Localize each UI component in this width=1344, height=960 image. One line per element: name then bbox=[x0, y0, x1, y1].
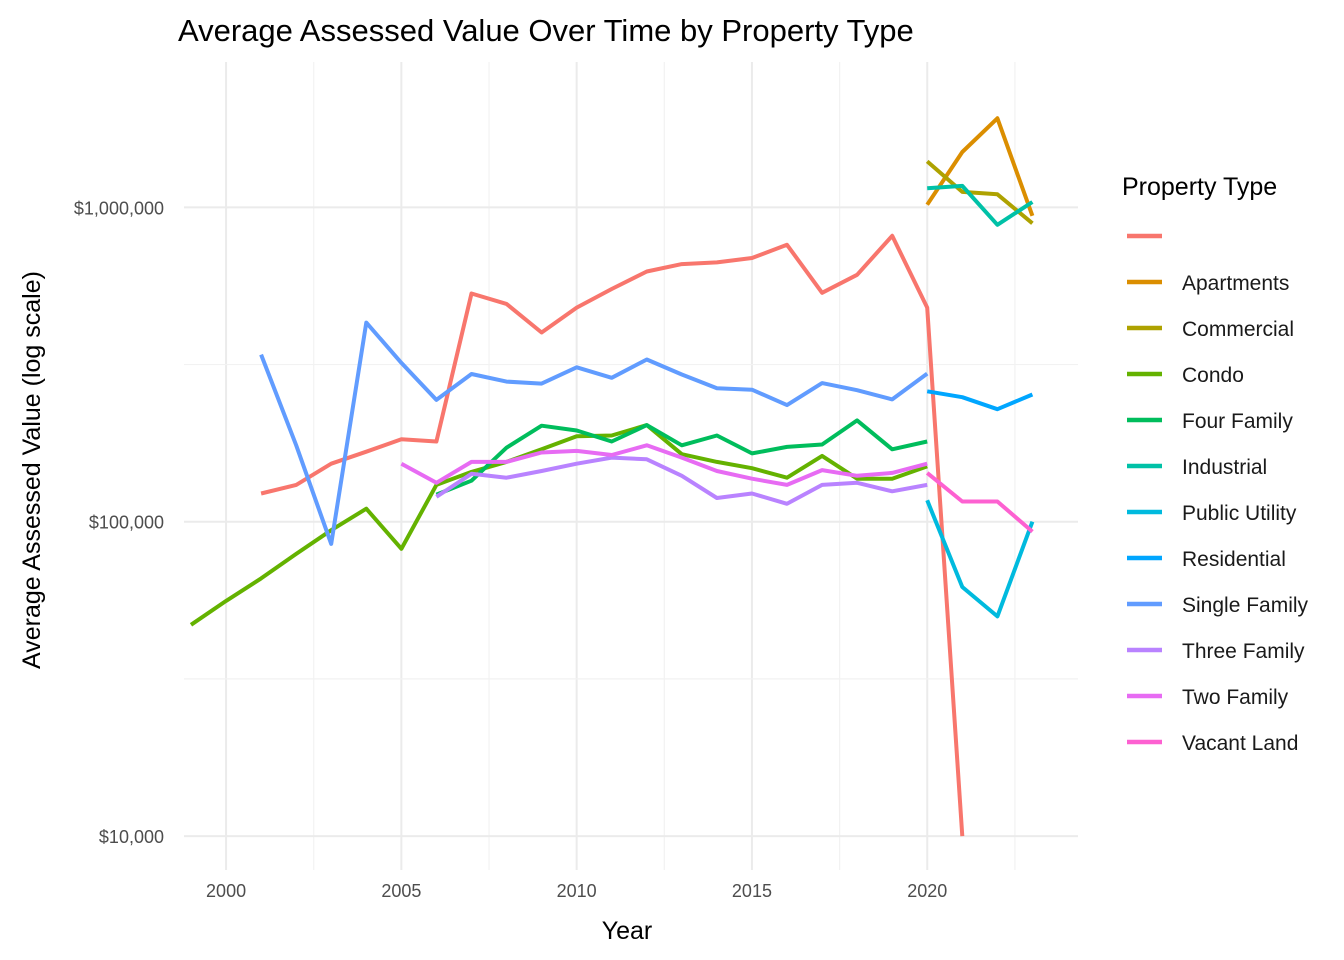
legend-label: Vacant Land bbox=[1182, 732, 1298, 755]
series-line bbox=[926, 389, 1034, 412]
x-tick-label: 2005 bbox=[381, 881, 421, 901]
x-tick-label: 2020 bbox=[907, 881, 947, 901]
y-tick-labels: $10,000 $100,000 $1,000,000 bbox=[74, 198, 164, 847]
series-line bbox=[925, 471, 1034, 534]
x-tick-label: 2015 bbox=[732, 881, 772, 901]
legend-label: Four Family bbox=[1182, 410, 1293, 433]
x-tick-labels: 2000 2005 2010 2015 2020 bbox=[206, 881, 947, 901]
legend-label: Single Family bbox=[1182, 594, 1309, 617]
legend-label: Commercial bbox=[1182, 318, 1294, 341]
x-axis-title: Year bbox=[602, 917, 653, 945]
legend-title: Property Type bbox=[1122, 173, 1277, 201]
series-line bbox=[400, 443, 928, 487]
legend-label: Apartments bbox=[1182, 272, 1289, 295]
series-line bbox=[189, 423, 928, 627]
legend-label: Condo bbox=[1182, 364, 1244, 387]
series-line bbox=[260, 233, 965, 837]
legend-label: Public Utility bbox=[1182, 502, 1297, 525]
series-layer bbox=[189, 116, 1035, 837]
grid bbox=[184, 62, 1078, 870]
x-tick-label: 2000 bbox=[206, 881, 246, 901]
legend-label: Industrial bbox=[1182, 456, 1267, 479]
legend: Apartments Commercial Condo Four Family Indu… bbox=[1127, 233, 1309, 755]
legend-label: Two Family bbox=[1182, 686, 1289, 709]
y-tick-label: $100,000 bbox=[89, 513, 164, 533]
chart-title: Average Assessed Value Over Time by Prop… bbox=[178, 13, 914, 48]
y-tick-label: $10,000 bbox=[99, 827, 164, 847]
x-tick-label: 2010 bbox=[557, 881, 597, 901]
y-tick-label: $1,000,000 bbox=[74, 198, 164, 218]
y-axis-title: Average Assessed Value (log scale) bbox=[18, 271, 46, 669]
series-line bbox=[927, 183, 1034, 227]
series-line bbox=[925, 499, 1035, 619]
legend-label: Residential bbox=[1182, 548, 1286, 571]
legend-label: Three Family bbox=[1182, 640, 1305, 663]
series-line bbox=[925, 116, 1035, 217]
series-line bbox=[925, 159, 1034, 225]
series-line bbox=[259, 320, 929, 546]
series-line bbox=[435, 455, 928, 506]
series-line bbox=[435, 418, 928, 497]
